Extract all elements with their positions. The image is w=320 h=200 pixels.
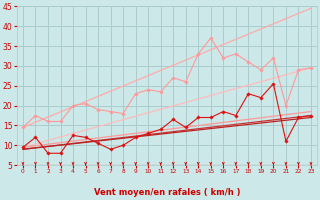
X-axis label: Vent moyen/en rafales ( km/h ): Vent moyen/en rafales ( km/h ) [94,188,240,197]
